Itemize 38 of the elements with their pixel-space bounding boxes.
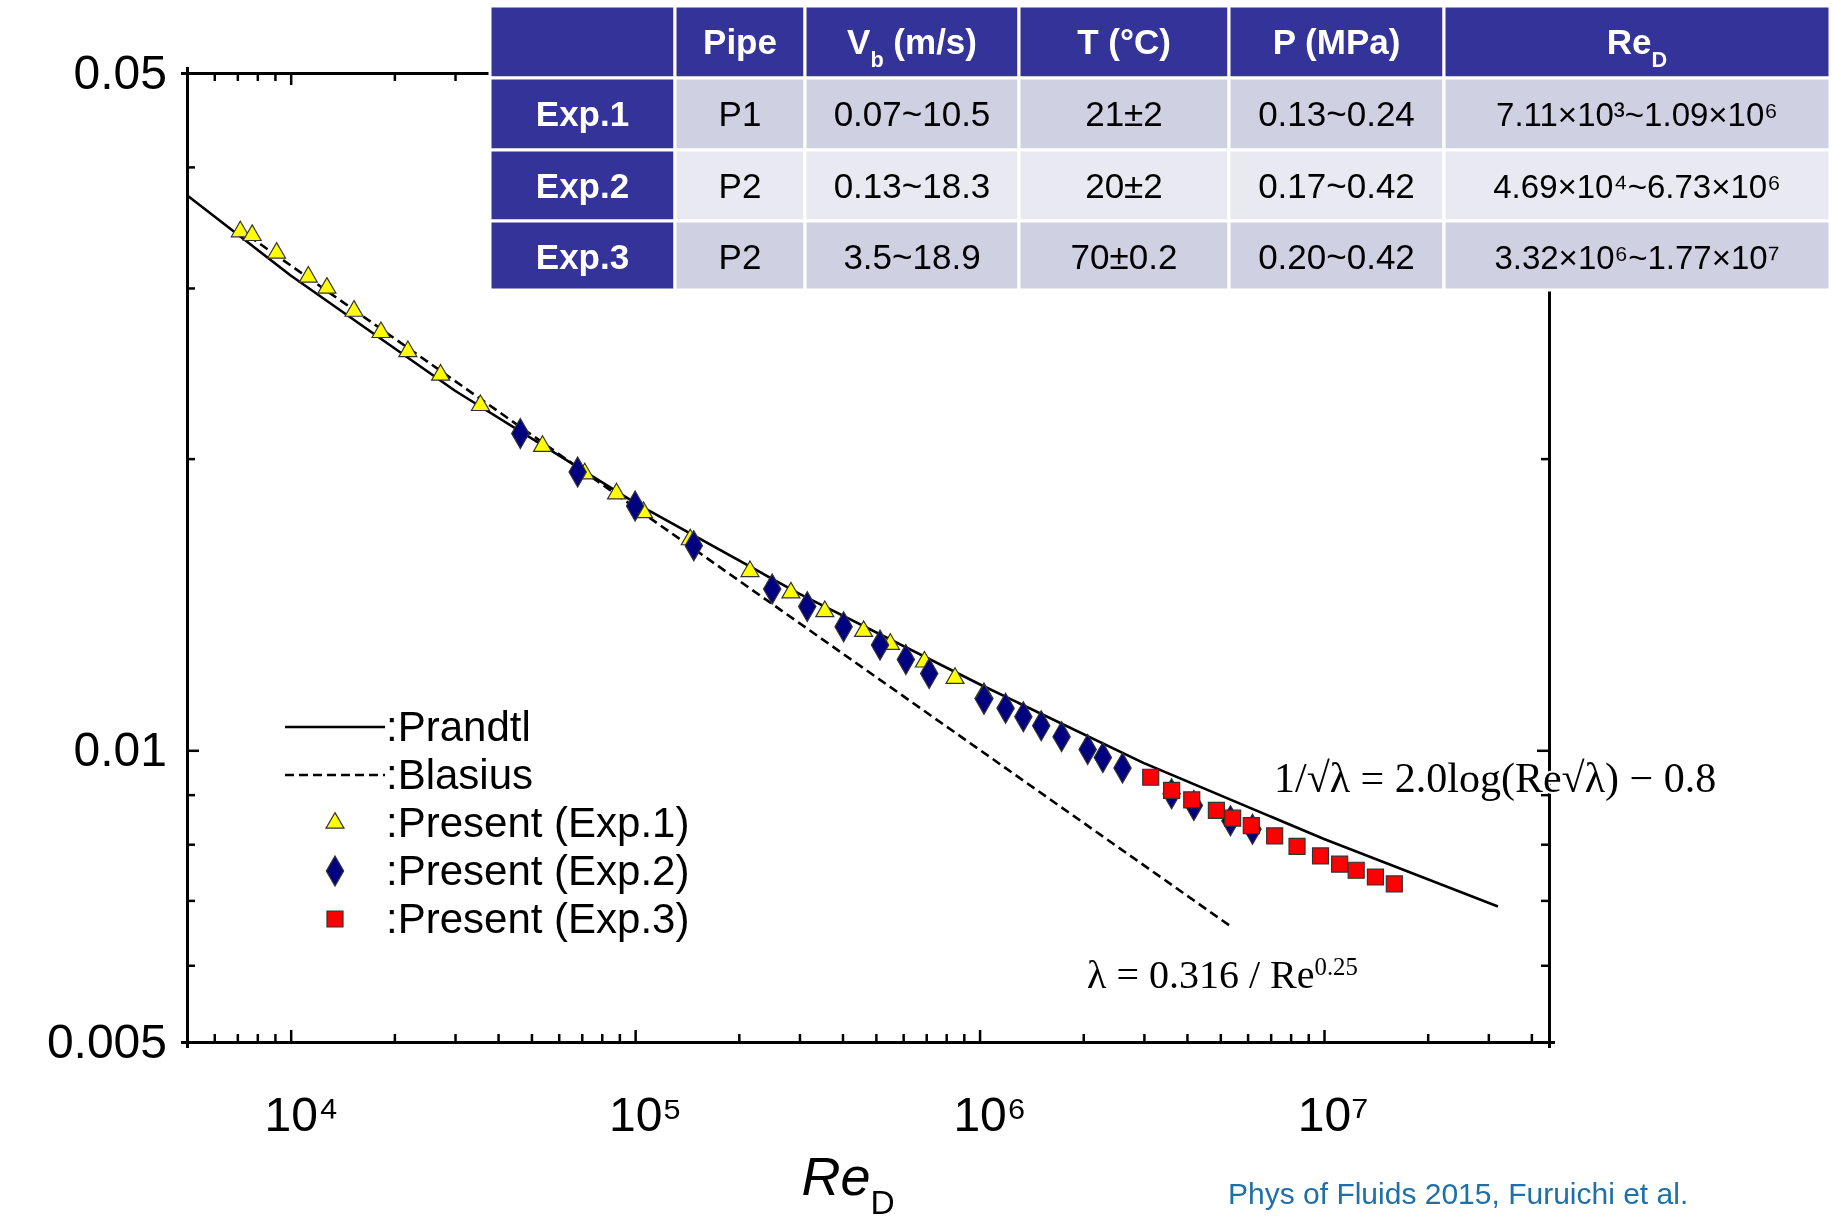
text: 0.20~0.42 — [1258, 237, 1415, 276]
category-label: P (MPa) — [1272, 22, 1401, 61]
category-label: T (°C) — [1077, 22, 1171, 61]
category-label: Exp.2 — [535, 166, 630, 205]
text: 0.13~18.3 — [833, 166, 991, 205]
text: 70±0.2 — [1070, 237, 1178, 276]
legend-label: :Prandtl — [386, 703, 531, 750]
text: 3.5~18.9 — [843, 237, 981, 276]
text: 0.07~10.5 — [833, 94, 991, 133]
x-tick-label: 10⁵ — [608, 1087, 683, 1141]
text: P1 — [718, 94, 762, 133]
text: Phys of Fluids 2015, Furuichi et al. — [1228, 1177, 1689, 1210]
category-label: Re$_{D}$ — [1606, 22, 1668, 72]
text: 0.17~0.42 — [1258, 166, 1415, 205]
legend-label: :Present (Exp.3) — [386, 895, 690, 942]
text: P2 — [718, 237, 762, 276]
legend-label: :Present (Exp.1) — [386, 799, 690, 846]
y-tick-label: 0.05 — [73, 45, 167, 99]
y-tick-label: 0.005 — [46, 1014, 167, 1068]
x-tick-label: 10⁴ — [264, 1087, 339, 1141]
y-tick-label: 0.01 — [73, 723, 167, 777]
text: 4.69×10⁴~6.73×10⁶ — [1493, 168, 1781, 205]
category-label: Exp.3 — [535, 237, 630, 276]
legend-label: :Present (Exp.2) — [386, 847, 690, 894]
x-tick-label: 10⁷ — [1297, 1087, 1369, 1141]
legend-label: :Blasius — [386, 751, 534, 798]
x-axis-title: Re$_{D}$ — [801, 1146, 895, 1221]
text: 0.13~0.24 — [1258, 94, 1415, 133]
category-label: V$_{b}$ (m/s) — [847, 22, 977, 72]
text: 20±2 — [1085, 166, 1163, 205]
text: 7.11×10³~1.09×10⁶ — [1496, 96, 1778, 133]
text: 21±2 — [1085, 94, 1163, 133]
x-tick-label: 10⁶ — [953, 1087, 1027, 1141]
text: P2 — [718, 166, 762, 205]
category-label: Pipe — [703, 22, 777, 61]
text: 3.32×10⁶~1.77×10⁷ — [1494, 239, 1780, 276]
category-label: Exp.1 — [535, 94, 630, 133]
annotation: λ = 0.316 / Re$^{0.25}$ — [1087, 952, 1358, 997]
